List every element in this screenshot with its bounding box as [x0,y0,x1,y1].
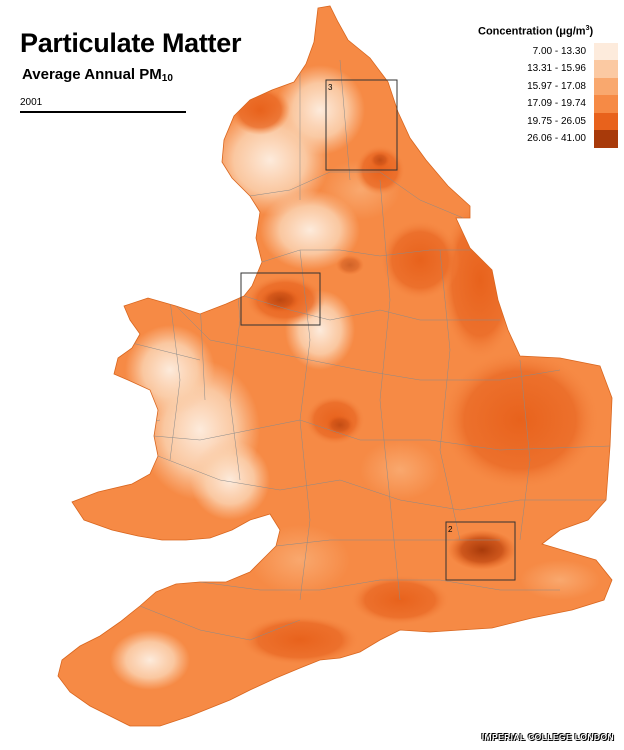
legend-label: 26.06 - 41.00 [527,133,586,145]
legend-swatch [594,77,618,96]
legend-title-text: Concentration (μg/m [478,25,586,38]
subtitle-text: Average Annual PM [22,66,162,83]
inset-box-3: 3 [325,79,398,171]
legend-title-sup: 3 [585,25,590,32]
map-year: 2001 [20,97,43,108]
subtitle-subscript: 10 [161,73,173,84]
legend-row: 19.75 - 26.05 [478,112,618,131]
legend: Concentration (μg/m3) 7.00 - 13.30 13.31 … [478,25,618,148]
credit-text: IMPERIAL COLLEGE LONDON [481,732,614,742]
legend-label: 15.97 - 17.08 [527,80,586,92]
legend-rows: 7.00 - 13.30 13.31 - 15.96 15.97 - 17.08 17… [478,42,618,148]
map-title: Particulate Matter [20,28,242,58]
legend-label: 13.31 - 15.96 [527,63,586,75]
legend-swatch [594,112,618,131]
title-divider [20,111,186,113]
legend-title-close: ) [589,25,594,38]
legend-label: 19.75 - 26.05 [527,115,586,127]
legend-label: 17.09 - 19.74 [527,98,586,110]
county-boundaries [109,8,611,641]
legend-swatch [594,95,618,113]
legend-swatch [594,130,618,148]
svg-text:2: 2 [448,525,453,534]
legend-row: 13.31 - 15.96 [478,60,618,78]
inset-box-1 [240,272,321,326]
legend-row: 7.00 - 13.30 [478,42,618,61]
legend-swatch [594,60,618,78]
legend-swatch [594,42,618,61]
legend-row: 26.06 - 41.00 [478,130,618,148]
legend-row: 15.97 - 17.08 [478,77,618,96]
map-subtitle: Average Annual PM10 [22,66,173,84]
legend-title: Concentration (μg/m3) [478,25,618,38]
inset-box-2: 2 [445,521,516,581]
legend-label: 7.00 - 13.30 [532,45,586,57]
legend-row: 17.09 - 19.74 [478,95,618,113]
svg-text:3: 3 [328,83,333,92]
